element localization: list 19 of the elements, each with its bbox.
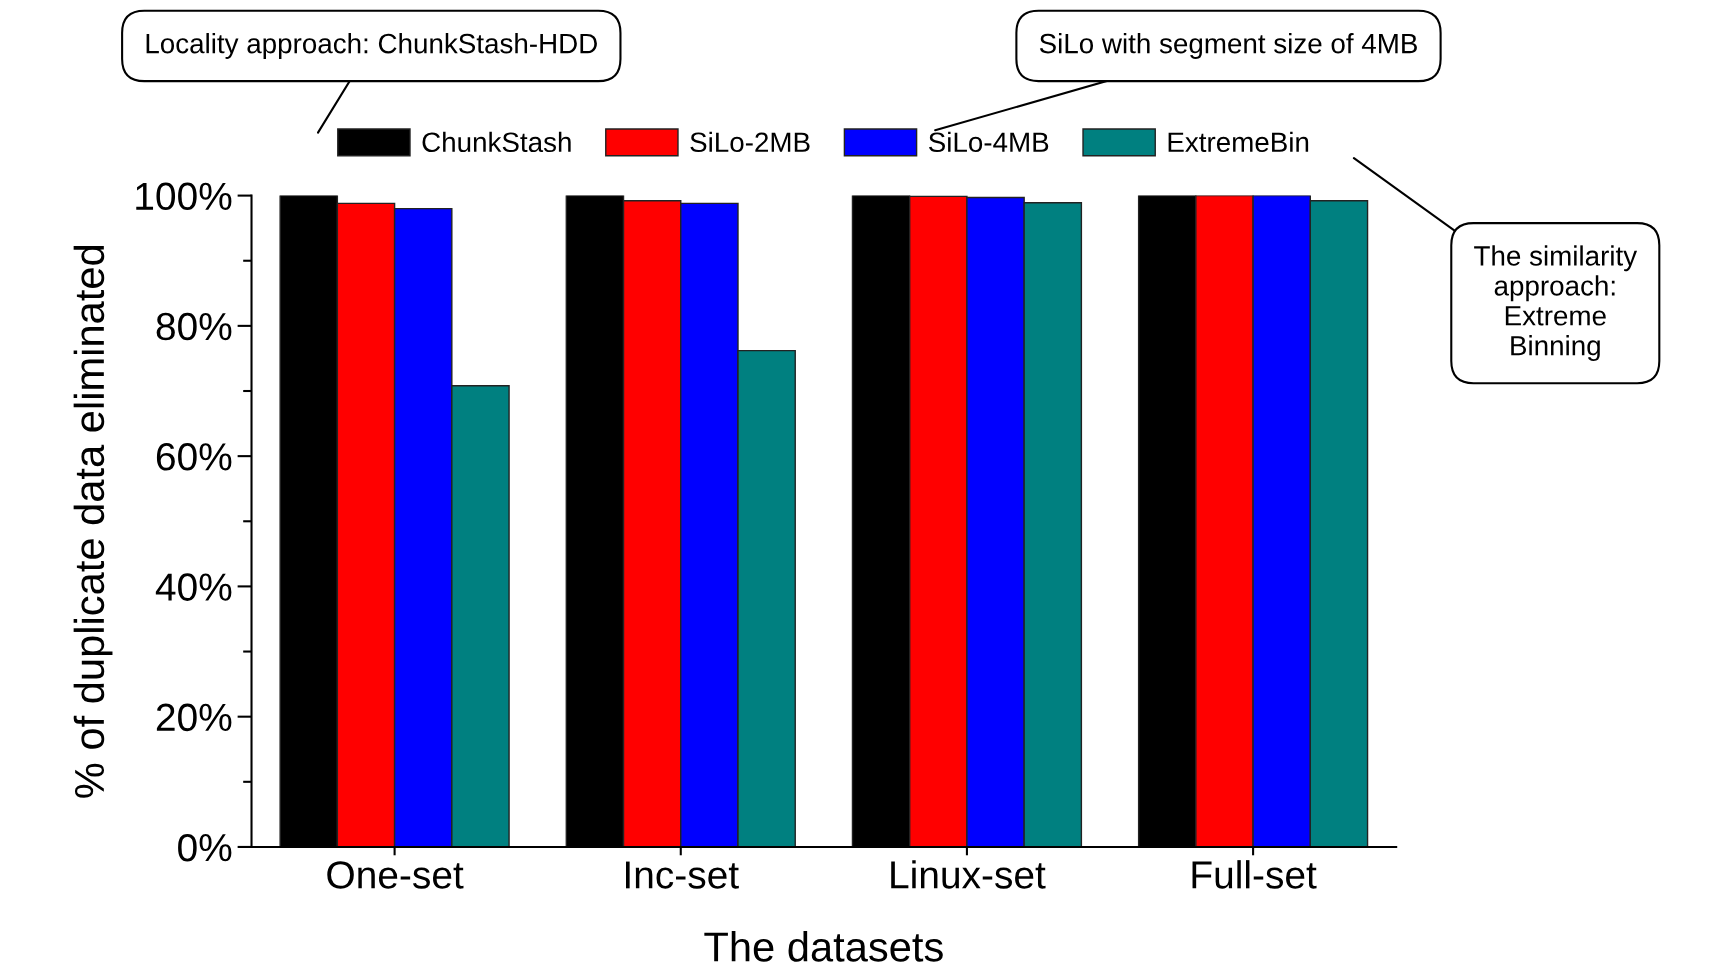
y-tick-label: 100% (136, 182, 232, 211)
y-tick-label: 20% (156, 703, 232, 732)
y-tick-label: 60% (156, 443, 232, 471)
legend-label: SiLo-2MB (690, 131, 810, 153)
x-tick-label: Linux-set (891, 860, 1046, 889)
y-tick-label: 80% (156, 312, 232, 341)
legend-label: ChunkStash (422, 131, 571, 153)
y-tick-label: 40% (155, 573, 232, 601)
x-tick-label: One-set (327, 861, 464, 889)
x-axis-title: The datasets (704, 931, 943, 962)
y-tick-label: 0% (178, 833, 232, 862)
legend-label: SiLo-4MB (928, 131, 1049, 153)
x-tick-label: Full-set (1192, 860, 1317, 889)
x-tick-label: Inc-set (626, 861, 739, 889)
y-axis-title: % of duplicate data eliminated (73, 245, 113, 798)
text: SiLo with segment size of 4MB (1039, 33, 1417, 59)
text: Locality approach: ChunkStash-HDD (146, 33, 597, 59)
legend-label: ExtremeBin (1168, 131, 1309, 153)
text: The similarity approach: Extreme Binning (1474, 245, 1638, 362)
